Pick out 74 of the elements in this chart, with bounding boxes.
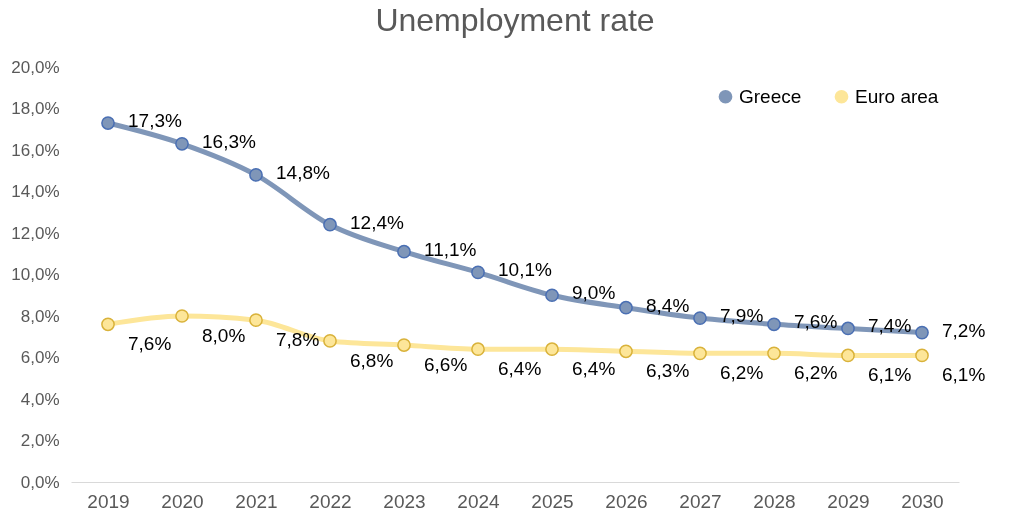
data-label: 6,1%: [942, 364, 986, 386]
data-label: 14,8%: [276, 161, 330, 183]
data-label: 8,0%: [202, 325, 246, 346]
data-label: 7,4%: [868, 315, 912, 337]
point: [323, 217, 337, 232]
y-tick-label: 0,0%: [20, 472, 60, 492]
data-label: 6,2%: [794, 362, 838, 384]
data-label: 6,1%: [868, 364, 912, 386]
point: [619, 300, 633, 315]
data-label: 12,4%: [350, 211, 404, 233]
point: [619, 344, 633, 359]
y-tick-label: 6,0%: [20, 348, 60, 367]
point: [693, 346, 707, 361]
data-label: 7,6%: [128, 333, 172, 355]
y-tick-label: 10,0%: [11, 265, 60, 284]
point: [693, 311, 707, 325]
data-label: 9,0%: [572, 282, 616, 304]
x-tick-label: 2020: [161, 490, 204, 512]
point: [915, 325, 929, 340]
data-label: 8,4%: [646, 294, 690, 316]
data-label: 17,3%: [128, 110, 182, 132]
y-tick-label: 18,0%: [11, 99, 60, 118]
point: [841, 321, 855, 336]
point: [915, 348, 929, 363]
y-tick-label: 8,0%: [20, 306, 60, 326]
x-tick-label: 2030: [901, 490, 944, 512]
x-tick-label: 2019: [87, 490, 130, 512]
point: [397, 244, 411, 259]
data-label: 11,1%: [424, 238, 477, 260]
legend-label: Euro area: [855, 85, 939, 107]
y-tick-label: 14,0%: [11, 182, 60, 201]
x-tick-label: 2026: [605, 490, 648, 512]
point: [545, 288, 559, 303]
point: [397, 338, 411, 352]
point: [249, 168, 263, 182]
data-label: 6,8%: [350, 349, 394, 371]
x-tick-label: 2022: [309, 490, 352, 512]
point: [841, 348, 855, 363]
data-label: 7,9%: [720, 305, 764, 327]
point: [767, 317, 781, 332]
point: [249, 313, 263, 328]
x-tick-label: 2029: [827, 490, 870, 512]
data-label: 6,4%: [498, 358, 542, 380]
y-tick-label: 2,0%: [20, 431, 60, 450]
point: [175, 136, 189, 151]
y-tick-label: 20,0%: [11, 57, 60, 77]
y-tick-label: 12,0%: [11, 223, 60, 243]
y-tick-label: 4,0%: [20, 389, 60, 409]
y-tick-label: 16,0%: [11, 140, 60, 160]
point: [471, 265, 485, 280]
data-label: 7,2%: [942, 319, 986, 341]
data-label: 6,2%: [720, 362, 764, 384]
point: [101, 116, 115, 130]
x-tick-label: 2024: [457, 490, 501, 512]
point: [101, 317, 115, 332]
x-tick-label: 2023: [383, 490, 426, 512]
data-label: 7,8%: [276, 329, 320, 351]
data-label: 10,1%: [498, 259, 552, 281]
point: [767, 346, 781, 361]
data-label: 6,6%: [424, 354, 468, 376]
point: [471, 342, 485, 357]
data-label: 6,3%: [646, 360, 690, 382]
point: [545, 342, 559, 357]
data-label: 7,6%: [794, 311, 838, 333]
chart-title: Unemployment rate: [375, 2, 655, 38]
x-tick-label: 2027: [679, 490, 722, 512]
x-tick-label: 2021: [235, 490, 278, 512]
data-label: 6,4%: [572, 358, 616, 380]
point: [323, 334, 337, 348]
x-tick-label: 2025: [531, 490, 574, 512]
legend-label: Greece: [739, 85, 802, 107]
data-label: 16,3%: [202, 130, 256, 152]
x-tick-label: 2028: [753, 490, 796, 512]
point: [175, 309, 189, 323]
